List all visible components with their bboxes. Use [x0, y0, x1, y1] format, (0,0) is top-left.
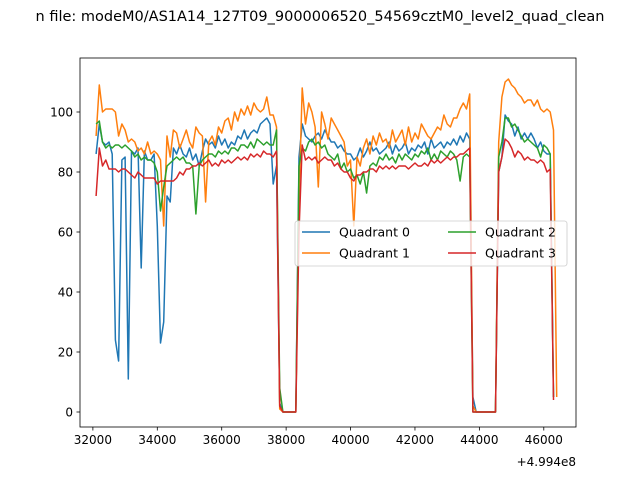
- axes-frame: [79, 57, 577, 428]
- x-tick-label: 44000: [460, 433, 498, 447]
- legend-label-quadrant-0: Quadrant 0: [339, 225, 410, 240]
- y-tick-label: 100: [50, 105, 73, 119]
- series-line-quadrant-3: [95, 138, 555, 413]
- x-tick-label: 46000: [525, 433, 563, 447]
- y-tick-label: 80: [58, 165, 73, 179]
- y-tick-label: 60: [58, 225, 73, 239]
- x-tick-label: 32000: [74, 433, 112, 447]
- legend: Quadrant 0 Quadrant 1 Quadrant 2 Quadrant 3: [294, 220, 568, 267]
- axes-layer: 32000 34000 36000 38000 40000 42000 44000 46000…: [50, 57, 577, 447]
- x-tick-label: 42000: [396, 433, 434, 447]
- legend-box: [294, 220, 568, 267]
- legend-label-quadrant-3: Quadrant 3: [485, 246, 556, 261]
- y-tick-label: 0: [65, 405, 73, 419]
- x-tick-label: 40000: [331, 433, 369, 447]
- legend-label-quadrant-1: Quadrant 1: [339, 246, 410, 261]
- x-tick-label: 36000: [203, 433, 241, 447]
- series-layer: [95, 78, 558, 413]
- x-offset-label: +4.994e8: [517, 455, 576, 469]
- y-tick-label: 20: [58, 345, 73, 359]
- x-tick-label: 34000: [138, 433, 176, 447]
- y-tick-label: 40: [58, 285, 73, 299]
- x-tick-label: 38000: [267, 433, 305, 447]
- chart-title: n file: modeM0/AS1A14_127T09_9000006520_…: [36, 9, 605, 25]
- legend-label-quadrant-2: Quadrant 2: [485, 225, 556, 240]
